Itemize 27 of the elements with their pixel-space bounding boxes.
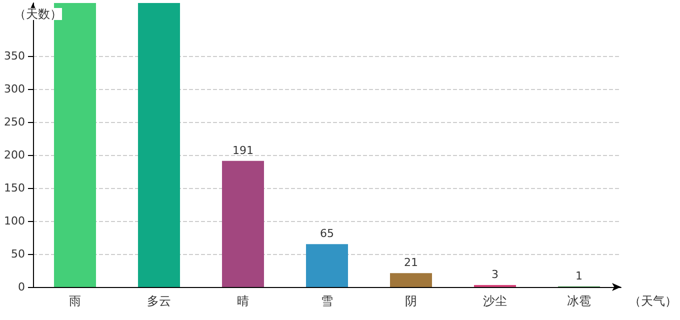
x-tick-label: 雪 (321, 294, 333, 308)
y-tick-label: 250 (4, 115, 25, 128)
y-tick-label: 0 (18, 280, 25, 294)
y-tick-label: 200 (4, 148, 25, 162)
y-tick-label: 150 (4, 181, 25, 194)
bar (54, 3, 96, 287)
bar (138, 3, 180, 287)
y-axis-title: （天数） (14, 7, 62, 21)
x-tick-label: 阴 (405, 294, 417, 308)
x-tick-label: 雨 (69, 294, 81, 308)
y-tick-label: 100 (4, 214, 25, 228)
bar (222, 160, 264, 287)
y-tick-label: 50 (11, 247, 25, 260)
x-tick-label: 晴 (237, 294, 249, 308)
x-tick-label: 沙尘 (483, 294, 507, 308)
data-label: 65 (320, 227, 334, 240)
data-label: 3 (492, 268, 498, 282)
bar (390, 273, 432, 287)
y-tick-label: 350 (4, 49, 25, 62)
data-label: 1 (576, 269, 582, 282)
x-tick-label: 冰雹 (567, 294, 591, 308)
x-axis-title: （天气） (629, 294, 677, 308)
y-tick-label: 300 (4, 82, 25, 96)
data-label: 191 (232, 144, 254, 157)
data-label: 21 (404, 256, 418, 270)
x-tick-label: 多云 (147, 294, 171, 308)
bar (306, 244, 348, 287)
